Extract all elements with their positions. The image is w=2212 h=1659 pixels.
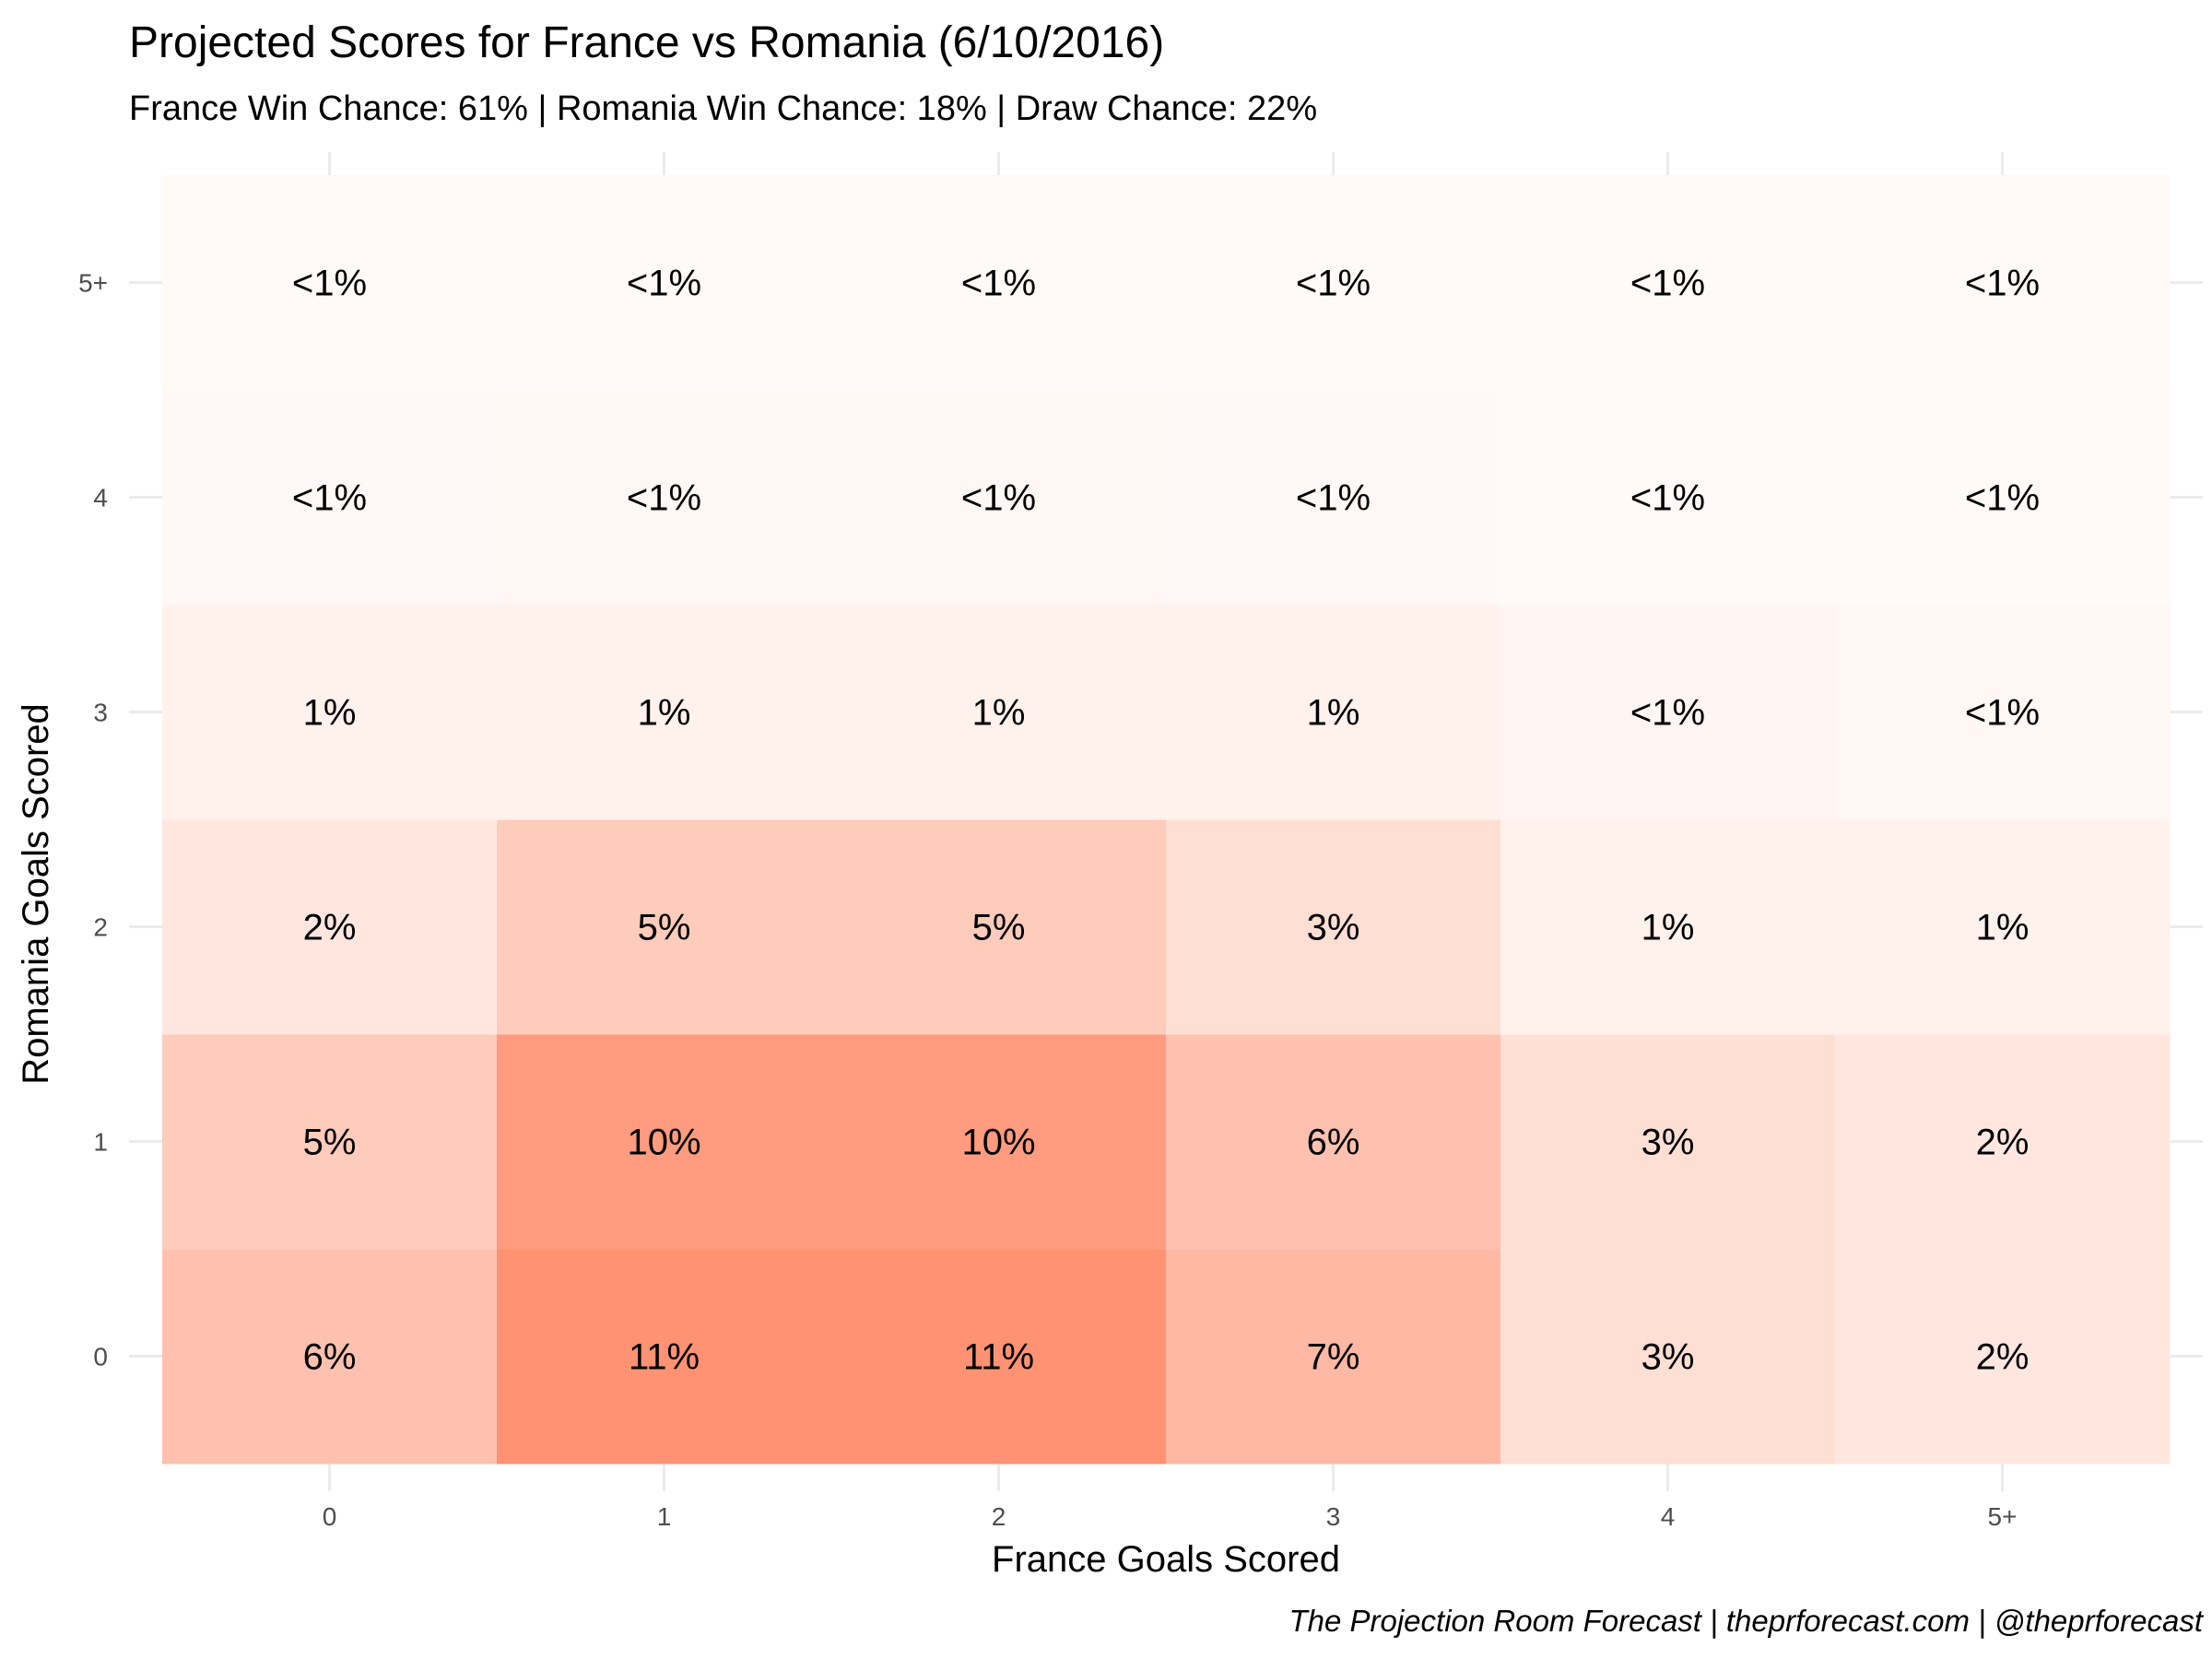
cell-value-label: 7%	[1307, 1337, 1360, 1378]
heatmap-cell-labels: 6% 11% 11% 7% 3% 2% 5% 10% 10% 6% 3% 2% 2% 5% 5% 3% 1% 1%…	[292, 264, 2040, 1378]
cell-value-label: <1%	[292, 264, 367, 304]
y-tick-label: 3	[93, 699, 108, 727]
cell-value-label: 5%	[972, 908, 1026, 948]
heatmap-cell	[1166, 819, 1501, 1035]
cell-value-label: 2%	[1976, 1337, 2030, 1378]
cell-value-label: <1%	[1296, 264, 1371, 304]
cell-value-label: <1%	[961, 264, 1036, 304]
heatmap-cell	[831, 175, 1167, 391]
heatmap-cell	[497, 605, 832, 820]
heatmap-cell	[1500, 390, 1836, 606]
heatmap-cell	[162, 819, 498, 1035]
cell-value-label: 3%	[1641, 1123, 1695, 1163]
y-tick-label: 1	[93, 1128, 108, 1157]
heatmap-cell	[1835, 390, 2171, 606]
heatmap-cell	[1500, 1034, 1836, 1250]
heatmap-cells	[162, 175, 2171, 1465]
heatmap-cell	[162, 390, 498, 606]
cell-value-label: <1%	[627, 478, 701, 519]
heatmap-cell	[1500, 1249, 1836, 1465]
cell-value-label: <1%	[1630, 478, 1705, 519]
heatmap-cell	[1835, 1249, 2171, 1465]
cell-value-label: <1%	[1630, 693, 1705, 734]
y-axis-title: Romania Goals Scored	[16, 703, 56, 1085]
cell-value-label: 11%	[629, 1337, 700, 1378]
heatmap-cell	[497, 1249, 832, 1465]
cell-value-label: 1%	[638, 693, 691, 734]
cell-value-label: <1%	[1965, 264, 2040, 304]
heatmap-cell	[497, 1034, 832, 1250]
cell-value-label: 1%	[1307, 693, 1360, 734]
heatmap-cell	[1500, 819, 1836, 1035]
cell-value-label: 3%	[1641, 1337, 1695, 1378]
heatmap-cell	[497, 175, 832, 391]
y-tick-label: 4	[93, 484, 108, 512]
heatmap-cell	[831, 819, 1167, 1035]
heatmap-cell	[1835, 175, 2171, 391]
cell-value-label: 2%	[303, 908, 357, 948]
x-axis-tick-labels: 0 1 2 3 4 5+	[323, 1502, 2018, 1531]
heatmap-cell	[831, 390, 1167, 606]
cell-value-label: 1%	[972, 693, 1026, 734]
chart-subtitle: France Win Chance: 61% | Romania Win Cha…	[129, 89, 1317, 128]
cell-value-label: <1%	[1296, 478, 1371, 519]
cell-value-label: 1%	[303, 693, 357, 734]
chart-title: Projected Scores for France vs Romania (…	[129, 18, 1164, 67]
heatmap-cell	[162, 1249, 498, 1465]
heatmap-cell	[1835, 1034, 2171, 1250]
x-tick-label: 0	[323, 1502, 337, 1531]
y-tick-label: 5+	[78, 269, 108, 298]
cell-value-label: 1%	[1976, 908, 2030, 948]
x-axis-title: France Goals Scored	[992, 1539, 1340, 1580]
cell-value-label: 6%	[1307, 1123, 1360, 1163]
heatmap-cell	[497, 390, 832, 606]
heatmap-cell	[1166, 1034, 1501, 1250]
cell-value-label: 5%	[303, 1123, 357, 1163]
heatmap-cell	[497, 819, 832, 1035]
heatmap-cell	[1166, 1249, 1501, 1465]
cell-value-label: 11%	[963, 1337, 1034, 1378]
x-tick-label: 2	[992, 1502, 1006, 1531]
y-tick-label: 2	[93, 913, 108, 942]
heatmap-cell	[1166, 175, 1501, 391]
heatmap-cell	[1166, 390, 1501, 606]
y-axis-tick-labels: 0 1 2 3 4 5+	[78, 269, 108, 1371]
cell-value-label: 10%	[627, 1123, 700, 1163]
heatmap-cell	[162, 175, 498, 391]
heatmap-cell	[831, 1249, 1167, 1465]
heatmap-cell	[1500, 175, 1836, 391]
heatmap-cell	[1166, 605, 1501, 820]
heatmap-cell	[1500, 605, 1836, 820]
cell-value-label: 10%	[961, 1123, 1035, 1163]
cell-value-label: 6%	[303, 1337, 357, 1378]
cell-value-label: <1%	[1965, 693, 2040, 734]
heatmap-cell	[1835, 819, 2171, 1035]
x-tick-label: 5+	[1988, 1502, 2018, 1531]
cell-value-label: <1%	[1965, 478, 2040, 519]
cell-value-label: 3%	[1307, 908, 1360, 948]
x-tick-label: 4	[1661, 1502, 1676, 1531]
cell-value-label: <1%	[627, 264, 701, 304]
x-tick-label: 3	[1326, 1502, 1341, 1531]
heatmap-cell	[1835, 605, 2171, 820]
heatmap-cell	[831, 1034, 1167, 1250]
cell-value-label: <1%	[961, 478, 1036, 519]
cell-value-label: 5%	[638, 908, 691, 948]
cell-value-label: 1%	[1641, 908, 1695, 948]
heatmap-cell	[162, 605, 498, 820]
heatmap-cell	[162, 1034, 498, 1250]
y-tick-label: 0	[93, 1343, 108, 1371]
chart-caption: The Projection Room Forecast | theprfore…	[1288, 1604, 2204, 1638]
cell-value-label: <1%	[1630, 264, 1705, 304]
heatmap-cell	[831, 605, 1167, 820]
cell-value-label: <1%	[292, 478, 367, 519]
cell-value-label: 2%	[1976, 1123, 2030, 1163]
x-tick-label: 1	[657, 1502, 672, 1531]
